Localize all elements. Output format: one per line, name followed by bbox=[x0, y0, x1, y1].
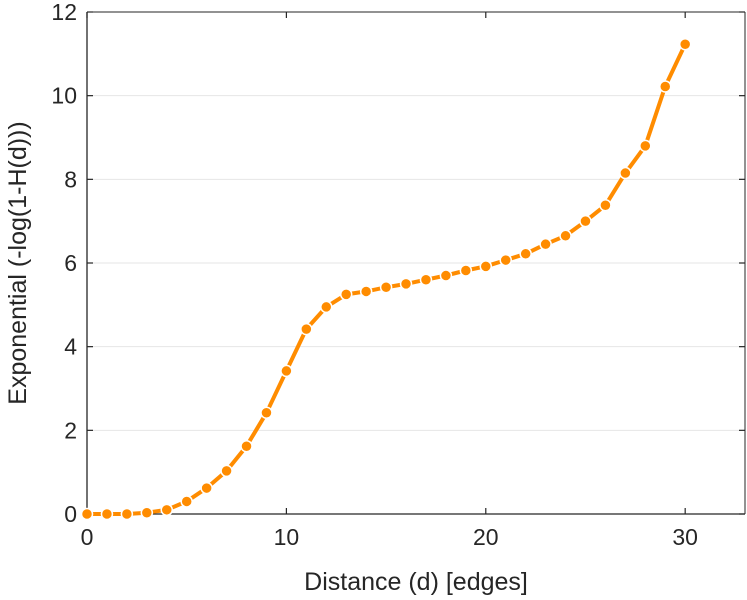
data-point bbox=[120, 507, 134, 521]
data-point bbox=[439, 269, 453, 282]
y-tick-label: 4 bbox=[64, 334, 77, 360]
data-point bbox=[479, 260, 493, 273]
x-axis-label: Distance (d) [edges] bbox=[304, 568, 528, 596]
x-tick-label: 20 bbox=[473, 524, 499, 550]
y-tick-label: 10 bbox=[51, 83, 77, 109]
data-point bbox=[160, 503, 174, 517]
data-point bbox=[599, 199, 612, 212]
data-point bbox=[339, 288, 353, 301]
data-point bbox=[619, 166, 632, 180]
data-point bbox=[539, 237, 552, 251]
data-point bbox=[399, 277, 413, 291]
x-tick-label: 10 bbox=[274, 524, 300, 550]
data-point bbox=[579, 214, 592, 228]
data-point bbox=[180, 495, 193, 508]
data-point bbox=[499, 253, 512, 267]
tick-labels: 0 2 4 6 8 10 12 0 10 20 30 bbox=[51, 0, 698, 550]
data-point bbox=[200, 481, 213, 495]
data-point bbox=[240, 439, 253, 453]
data-point bbox=[639, 139, 652, 153]
data-point bbox=[300, 322, 313, 336]
data-point bbox=[359, 285, 373, 298]
y-tick-label: 8 bbox=[64, 166, 77, 192]
data-point bbox=[140, 506, 154, 519]
data-point bbox=[459, 264, 473, 277]
data-point bbox=[320, 300, 333, 314]
data-point bbox=[260, 406, 273, 420]
y-tick-label: 2 bbox=[64, 417, 77, 443]
series-line bbox=[87, 43, 688, 516]
y-axis-label: Exponential (-log(1-H(d))) bbox=[4, 121, 32, 404]
data-point bbox=[80, 507, 94, 521]
data-point bbox=[559, 229, 572, 243]
data-point bbox=[100, 507, 114, 521]
data-point bbox=[419, 273, 433, 286]
data-point bbox=[678, 37, 692, 51]
data-point bbox=[379, 281, 393, 294]
data-point bbox=[220, 464, 233, 478]
data-point bbox=[280, 364, 293, 378]
data-series bbox=[80, 37, 692, 521]
y-tick-label: 6 bbox=[64, 250, 77, 276]
y-tick-label: 0 bbox=[64, 501, 77, 527]
x-tick-label: 0 bbox=[81, 524, 94, 550]
y-tick-label: 12 bbox=[51, 0, 77, 25]
grid-lines bbox=[87, 95, 745, 431]
axes bbox=[86, 11, 746, 515]
data-point bbox=[658, 80, 672, 93]
x-tick-label: 30 bbox=[672, 524, 698, 550]
data-point bbox=[519, 247, 532, 261]
